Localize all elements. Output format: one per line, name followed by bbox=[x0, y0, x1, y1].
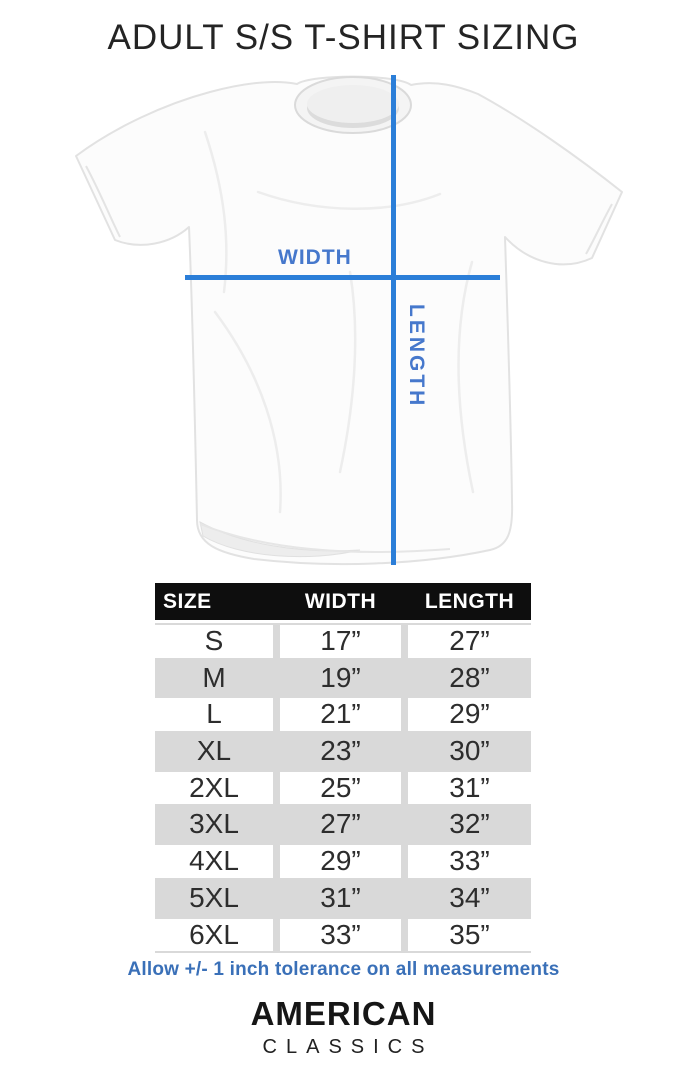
width-cell: 23” bbox=[320, 735, 361, 767]
width-cell: 25” bbox=[280, 771, 401, 805]
width-measure-label: WIDTH bbox=[278, 246, 352, 269]
table-row: 2XL 25” 31” bbox=[155, 770, 531, 807]
width-cell: 21” bbox=[280, 698, 401, 732]
length-measure-line bbox=[391, 75, 396, 565]
size-cell: L bbox=[155, 698, 273, 732]
table-row: 3XL 27” 32” bbox=[155, 806, 531, 843]
width-measure-line bbox=[185, 275, 500, 280]
size-table-header: SIZE WIDTH LENGTH bbox=[155, 583, 531, 620]
column-header-width: WIDTH bbox=[304, 590, 377, 613]
width-cell: 31” bbox=[320, 881, 361, 913]
page-title: ADULT S/S T-SHIRT SIZING bbox=[107, 18, 580, 57]
column-header-size: SIZE bbox=[163, 590, 212, 613]
width-cell: 17” bbox=[280, 625, 401, 658]
size-cell: XL bbox=[196, 735, 232, 767]
table-row: XL 23” 30” bbox=[155, 733, 531, 770]
size-cell: 6XL bbox=[155, 918, 273, 952]
table-row: M 19” 28” bbox=[155, 660, 531, 697]
width-cell: 19” bbox=[320, 661, 361, 693]
length-measure-label: LENGTH bbox=[405, 304, 428, 409]
width-cell: 33” bbox=[280, 918, 401, 952]
column-header-length: LENGTH bbox=[424, 590, 515, 613]
size-cell: 4XL bbox=[155, 845, 273, 878]
brand-logo: AMERICAN CLASSICS bbox=[0, 995, 687, 1059]
size-cell: 2XL bbox=[155, 771, 273, 805]
size-cell: 5XL bbox=[189, 881, 239, 913]
size-cell: M bbox=[202, 661, 226, 693]
header-spacer bbox=[155, 620, 531, 623]
brand-name-american: AMERICAN bbox=[250, 995, 437, 1032]
length-cell: 30” bbox=[449, 735, 490, 767]
length-cell: 27” bbox=[408, 625, 531, 658]
size-table: SIZE WIDTH LENGTH S 17” 27” M 19” 28” L … bbox=[155, 583, 531, 954]
width-cell: 27” bbox=[320, 808, 361, 840]
table-row: S 17” 27” bbox=[155, 623, 531, 660]
width-cell: 29” bbox=[280, 845, 401, 878]
table-row: 5XL 31” 34” bbox=[155, 880, 531, 917]
length-cell: 34” bbox=[449, 881, 490, 913]
length-cell: 32” bbox=[449, 808, 490, 840]
tshirt-image bbox=[75, 75, 623, 566]
length-cell: 29” bbox=[408, 698, 531, 732]
table-row: L 21” 29” bbox=[155, 696, 531, 733]
tshirt-diagram: WIDTH LENGTH bbox=[0, 72, 687, 575]
tolerance-note: Allow +/- 1 inch tolerance on all measur… bbox=[127, 959, 560, 980]
length-cell: 31” bbox=[408, 771, 531, 805]
length-cell: 28” bbox=[449, 661, 490, 693]
size-table-body: S 17” 27” M 19” 28” L 21” 29” XL 23” 30”… bbox=[155, 623, 531, 954]
size-cell: S bbox=[155, 625, 273, 658]
table-row: 6XL 33” 35” bbox=[155, 917, 531, 954]
table-row: 4XL 29” 33” bbox=[155, 843, 531, 880]
size-cell: 3XL bbox=[189, 808, 239, 840]
brand-name-classics: CLASSICS bbox=[262, 1036, 434, 1058]
length-cell: 35” bbox=[408, 918, 531, 952]
length-cell: 33” bbox=[408, 845, 531, 878]
